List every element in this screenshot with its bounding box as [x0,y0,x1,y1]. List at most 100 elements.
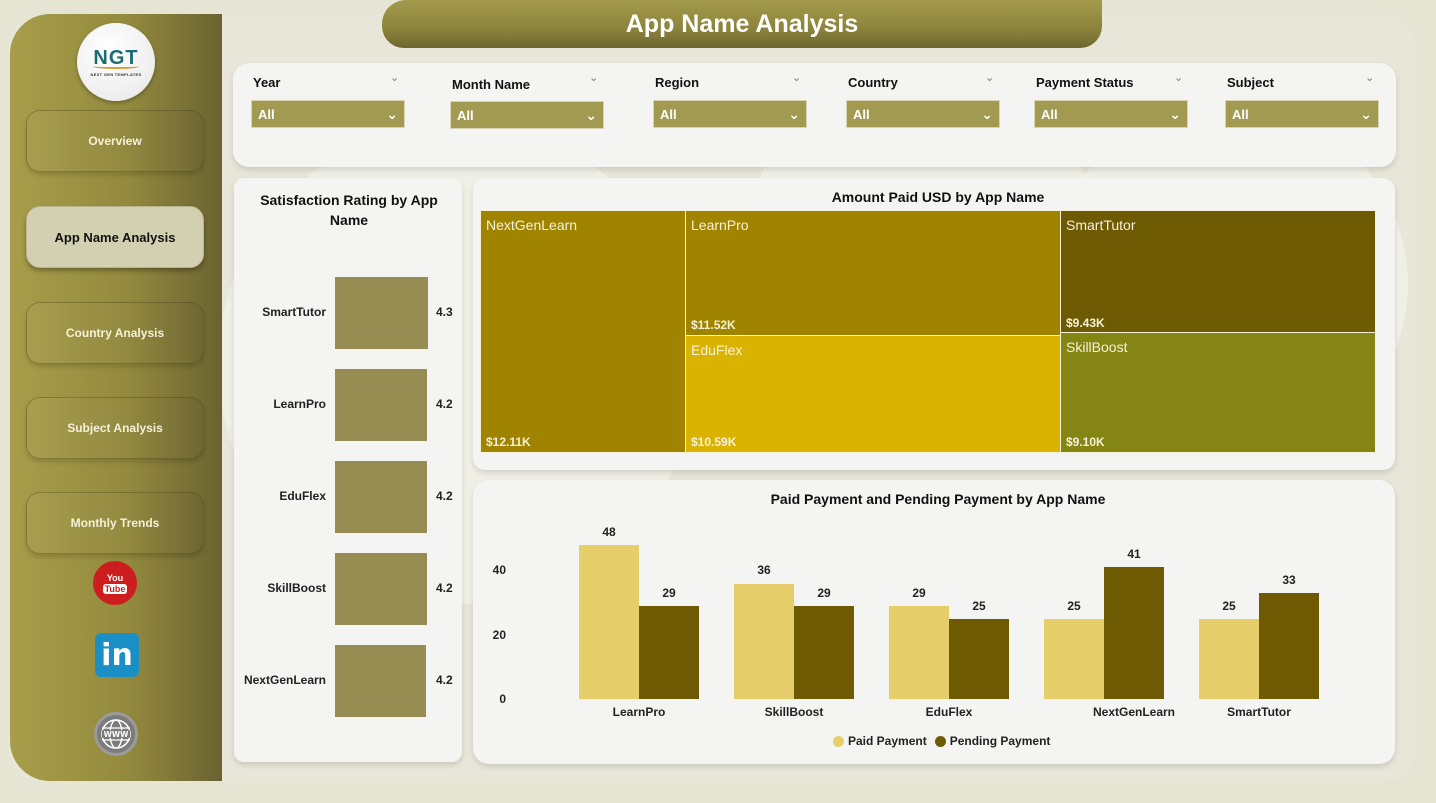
chevron-down-icon[interactable]: ⌄ [390,72,400,84]
bar-value-label: 4.2 [436,397,453,411]
youtube-icon[interactable]: You Tube [93,561,137,605]
bar-paid-learnpro[interactable] [579,545,639,699]
x-axis-label: LearnPro [612,705,666,719]
bar-category-label: EduFlex [279,489,326,503]
dropdown-value: All [258,106,275,122]
treemap-tile-eduflex[interactable]: EduFlex $10.59K [685,335,1062,453]
y-axis-tick: 40 [492,563,506,577]
bar-value-label: 25 [1067,599,1081,613]
bar [335,645,426,717]
treemap-tile-smarttutor[interactable]: SmartTutor $9.43K [1060,210,1376,334]
bar-value-label: 33 [1282,573,1296,587]
dropdown-value: All [457,107,474,123]
tile-value: $11.52K [691,318,736,332]
satisfaction-rating-chart: Satisfaction Rating by App Name SmartTut… [234,178,462,762]
linkedin-icon[interactable]: in [95,633,139,677]
tile-label: SkillBoost [1066,339,1128,355]
country-dropdown[interactable]: All ⌄ [846,100,1000,128]
month-name-dropdown[interactable]: All ⌄ [450,101,604,129]
subject-dropdown[interactable]: All ⌄ [1225,100,1379,128]
bar-paid-skillboost[interactable] [734,584,794,699]
bar-skillboost[interactable]: SkillBoost 4.2 [234,553,462,625]
treemap-tile-learnpro[interactable]: LearnPro $11.52K [685,210,1062,336]
svg-text:WWW: WWW [104,730,130,739]
chevron-down-icon[interactable]: ⌄ [792,72,802,84]
linkedin-in-text: in [101,637,133,673]
bar-value-label: 36 [757,563,771,577]
nav-country-analysis-button[interactable]: Country Analysis [26,302,204,364]
chevron-down-icon: ⌄ [981,105,993,122]
youtube-you-text: You [106,572,124,583]
legend-item-paid[interactable]: Paid Payment [848,734,927,748]
nav-app-name-analysis-button[interactable]: App Name Analysis [26,206,204,268]
page-title: App Name Analysis [625,9,859,38]
filter-label: Payment Status [1036,75,1134,90]
filter-label: Country [848,75,898,90]
bar-paid-eduflex[interactable] [889,606,949,699]
chevron-down-icon: ⌄ [1360,105,1372,122]
nav-monthly-trends-button[interactable]: Monthly Trends [26,492,204,554]
dropdown-value: All [1232,106,1249,122]
filters-panel: Year ⌄ All ⌄ Month Name ⌄ All ⌄ Region ⌄… [233,63,1396,167]
nav-label: Overview [88,134,142,148]
nav-subject-analysis-button[interactable]: Subject Analysis [26,397,204,459]
bar-paid-nextgenlearn[interactable] [1044,619,1104,699]
bar [335,277,428,349]
chevron-down-icon[interactable]: ⌄ [1174,72,1184,84]
x-axis-label: EduFlex [925,705,973,719]
nav-label: Monthly Trends [70,516,160,530]
chevron-down-icon[interactable]: ⌄ [589,72,599,84]
nav-label: Country Analysis [65,326,165,340]
nav-overview-button[interactable]: Overview [26,110,204,172]
treemap-tile-skillboost[interactable]: SkillBoost $9.10K [1060,332,1376,453]
bar-pending-skillboost[interactable] [794,606,854,699]
chevron-down-icon: ⌄ [386,105,398,122]
bar-pending-smarttutor[interactable] [1259,593,1319,699]
y-axis-tick: 20 [492,628,506,642]
logo-subtitle: NEXT GEN TEMPLATES [90,71,142,77]
tile-value: $10.59K [691,435,737,449]
payment-status-dropdown[interactable]: All ⌄ [1034,100,1188,128]
bar-value-label: 41 [1127,547,1141,561]
bar-pending-eduflex[interactable] [949,619,1009,699]
chevron-down-icon[interactable]: ⌄ [985,72,995,84]
x-axis-label: SkillBoost [764,705,824,719]
website-globe-icon[interactable]: WWW [94,712,138,756]
chart-title: Paid Payment and Pending Payment by App … [770,491,1106,507]
sidebar: NGT NEXT GEN TEMPLATES Overview App Name… [10,14,222,781]
bar-value-label: 25 [1222,599,1236,613]
x-axis-label: SmartTutor [1227,705,1291,719]
legend-item-pending[interactable]: Pending Payment [949,734,1051,748]
y-axis-tick: 0 [499,692,506,706]
page-title-bar: App Name Analysis [382,0,1102,48]
bar-category-label: SmartTutor [262,305,326,319]
bar-category-label: LearnPro [273,397,326,411]
region-dropdown[interactable]: All ⌄ [653,100,807,128]
bar-value-label: 29 [912,586,926,600]
bar-pending-learnpro[interactable] [639,606,699,699]
youtube-tube-text: Tube [102,583,128,594]
bar-nextgenlearn[interactable]: NextGenLearn 4.2 [234,645,462,717]
bar-value-label: 48 [602,525,616,539]
bar-eduflex[interactable]: EduFlex 4.2 [234,461,462,533]
bar-category-label: NextGenLearn [243,673,326,687]
dropdown-value: All [1041,106,1058,122]
year-dropdown[interactable]: All ⌄ [251,100,405,128]
tile-value: $9.43K [1066,316,1105,330]
filter-label: Year [253,75,281,90]
bar-value-label: 4.2 [436,673,453,687]
bar-pending-nextgenlearn[interactable] [1104,567,1164,699]
bar-category-label: SkillBoost [267,581,326,595]
bar-paid-smarttutor[interactable] [1199,619,1259,699]
bar [335,369,427,441]
tile-label: LearnPro [691,217,749,233]
chevron-down-icon: ⌄ [788,105,800,122]
bar-value-label: 4.2 [436,581,453,595]
tile-label: SmartTutor [1066,217,1136,233]
chevron-down-icon: ⌄ [1169,105,1181,122]
treemap-tile-nextgenlearn[interactable]: NextGenLearn $12.11K [480,210,686,453]
bar-learnpro[interactable]: LearnPro 4.2 [234,369,462,441]
bar-smarttutor[interactable]: SmartTutor 4.3 [234,277,462,349]
chevron-down-icon[interactable]: ⌄ [1365,72,1375,84]
chart-legend: Paid Payment Pending Payment [833,734,1050,748]
